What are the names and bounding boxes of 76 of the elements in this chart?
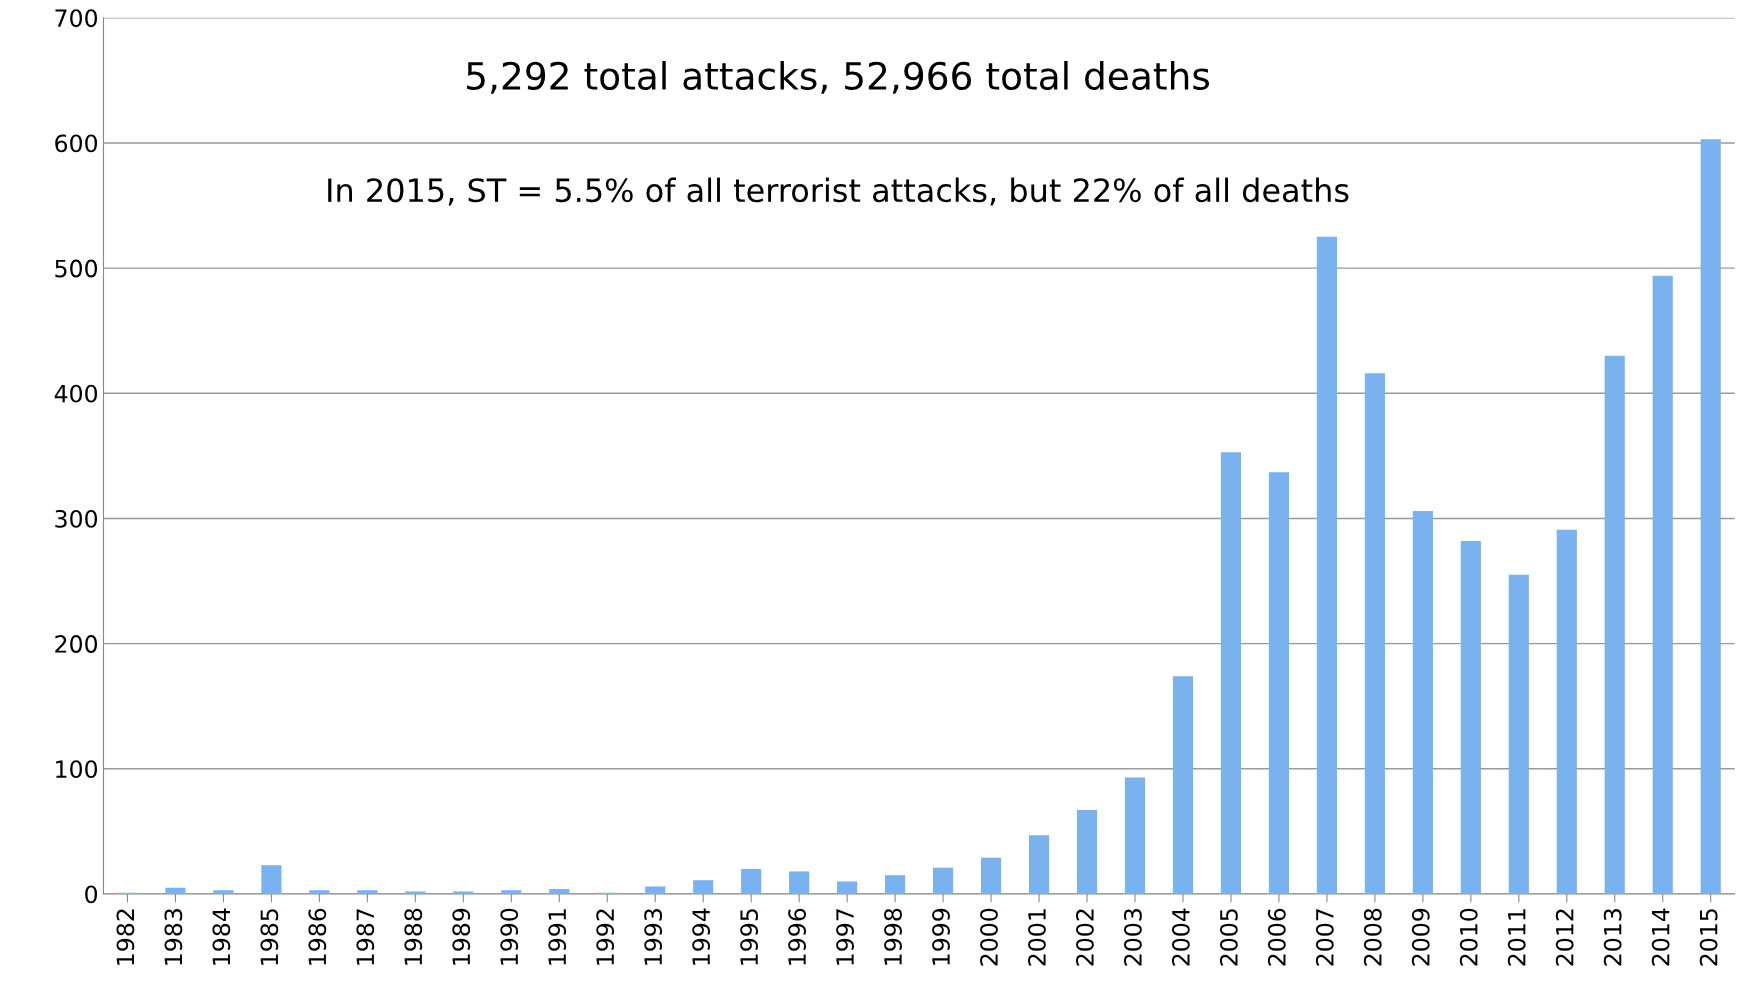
bar [1268, 472, 1289, 894]
bar [1220, 452, 1242, 894]
x-tick-label: 2013 [1603, 909, 1622, 966]
x-tick-label: 1985 [260, 909, 279, 965]
y-tick-label: 0 [85, 885, 98, 904]
bar [1076, 810, 1098, 894]
x-tick-label: 2004 [1171, 908, 1190, 966]
y-tick-label: 500 [55, 259, 98, 278]
bar [165, 887, 186, 894]
bar [453, 891, 474, 894]
x-tick-label: 1983 [164, 909, 183, 965]
y-tick-label: 400 [54, 384, 98, 403]
bar [933, 867, 954, 894]
x-tick-label: 1990 [500, 908, 519, 965]
y-tick-label: 300 [55, 509, 98, 528]
x-tick-label: 1986 [308, 908, 327, 965]
bar [1172, 676, 1194, 894]
bar [1124, 777, 1146, 894]
bar [213, 890, 234, 894]
x-tick-label: 2006 [1267, 908, 1286, 966]
y-tick-label: 200 [55, 635, 98, 653]
x-tick-label: 2001 [1028, 909, 1046, 966]
bar [1508, 574, 1529, 894]
bar [1604, 355, 1625, 894]
bar [1364, 373, 1385, 894]
bar [885, 875, 906, 894]
x-tick-label: 2014 [1651, 908, 1670, 966]
bar [1652, 275, 1673, 894]
x-tick-label: 1996 [788, 908, 806, 965]
bar [1412, 510, 1433, 894]
bar [837, 881, 858, 894]
y-tick-label: 100 [56, 760, 98, 779]
annotation: 5,292 total attacks, 52,966 total deaths [467, 61, 1210, 94]
x-tick-label: 2002 [1076, 909, 1094, 966]
x-tick-label: 1989 [452, 908, 471, 965]
bar [309, 890, 330, 894]
bar [501, 890, 522, 894]
x-tick-label: 1992 [596, 909, 615, 965]
x-tick-label: 1991 [548, 909, 567, 965]
bar [1556, 529, 1577, 894]
bar [1460, 541, 1481, 894]
bar [1316, 236, 1337, 894]
x-tick-label: 2005 [1219, 909, 1238, 966]
x-tick-label: 1998 [884, 908, 902, 965]
x-tick-label: 1994 [692, 908, 711, 965]
x-tick-label: 2015 [1699, 909, 1718, 966]
x-tick-label: 1993 [644, 909, 663, 965]
bar [693, 880, 714, 894]
bar [261, 865, 282, 894]
x-tick-label: 1982 [116, 909, 135, 965]
x-tick-label: 2003 [1123, 909, 1142, 966]
bar [980, 857, 1002, 894]
x-tick-label: 1987 [356, 909, 375, 965]
x-tick-label: 1984 [212, 908, 231, 965]
bar [789, 871, 810, 894]
annotation: In 2015, ST = 5.5% of all terrorist attacks, but 22% of all deaths [328, 177, 1349, 206]
x-tick-label: 2009 [1411, 908, 1430, 966]
bar [645, 886, 666, 894]
bar [741, 868, 762, 894]
x-tick-label: 1997 [836, 909, 854, 965]
x-tick-label: 2008 [1363, 908, 1382, 966]
x-tick-label: 2007 [1315, 909, 1334, 966]
x-tick-label: 2000 [980, 908, 998, 966]
y-tick-label: 700 [55, 9, 98, 28]
x-tick-label: 2010 [1459, 908, 1478, 966]
y-tick-label: 600 [55, 134, 98, 153]
bar [1028, 835, 1050, 894]
x-tick-label: 1988 [404, 908, 423, 965]
bar [1700, 139, 1721, 894]
bar [549, 888, 570, 894]
x-tick-label: 2011 [1507, 909, 1526, 966]
x-tick-label: 1995 [740, 909, 759, 965]
bar [405, 891, 426, 894]
x-tick-label: 2012 [1555, 909, 1574, 966]
x-tick-label: 1999 [932, 908, 950, 965]
bar [357, 890, 378, 894]
